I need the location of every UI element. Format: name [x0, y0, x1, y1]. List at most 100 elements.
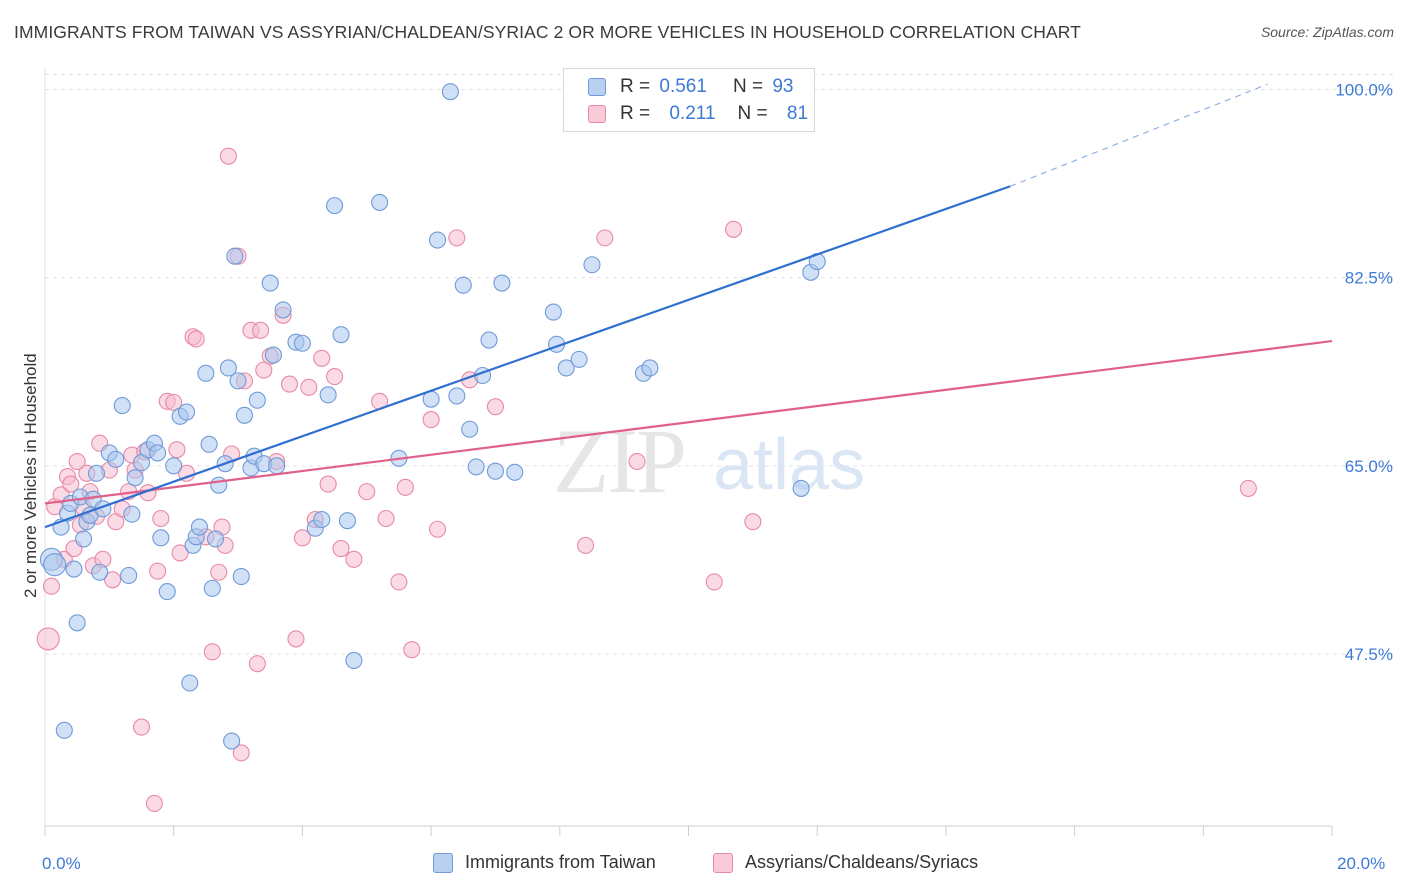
legend-n-value: 93 — [772, 76, 794, 97]
legend-n-value: 81 — [786, 103, 809, 124]
point-taiwan — [75, 530, 93, 548]
point-taiwan — [313, 511, 331, 529]
legend-label-assyrian: Assyrians/Chaldeans/Syriacs — [745, 852, 979, 872]
point-taiwan — [120, 566, 138, 585]
point-assyrian — [422, 411, 440, 429]
y-tick-label: 82.5% — [1345, 269, 1393, 288]
x-tick-max: 20.0% — [1337, 854, 1385, 873]
point-assyrian — [390, 573, 408, 591]
legend-n-label: N = — [737, 103, 768, 124]
point-taiwan — [200, 435, 218, 453]
point-assyrian — [152, 509, 170, 528]
point-taiwan — [332, 326, 350, 344]
series-taiwan-points — [39, 83, 826, 750]
point-assyrian — [248, 655, 266, 673]
point-taiwan — [232, 568, 250, 586]
point-taiwan — [467, 458, 485, 476]
point-taiwan — [107, 450, 125, 468]
trend-line-taiwan-extension — [1010, 83, 1268, 187]
point-taiwan — [319, 386, 337, 404]
point-assyrian — [36, 627, 60, 651]
point-assyrian — [210, 563, 228, 581]
point-taiwan — [326, 197, 344, 215]
point-taiwan — [210, 476, 228, 494]
point-taiwan — [274, 301, 292, 319]
point-taiwan — [126, 469, 144, 487]
point-taiwan — [113, 397, 131, 415]
axes — [44, 68, 1332, 827]
y-axis-tick-labels: 47.5% 65.0% 82.5% 100.0% — [1335, 81, 1393, 664]
point-assyrian — [293, 529, 311, 547]
watermark: ZIP atlas — [553, 410, 865, 512]
point-assyrian — [724, 220, 743, 238]
point-taiwan — [480, 331, 498, 349]
x-tick-min: 0.0% — [42, 854, 81, 873]
point-taiwan — [641, 359, 659, 377]
point-taiwan — [123, 505, 141, 523]
point-taiwan — [454, 276, 472, 294]
point-assyrian — [168, 441, 186, 459]
point-taiwan — [55, 721, 73, 739]
point-assyrian — [187, 330, 205, 348]
legend-r-label: R = — [620, 76, 651, 97]
point-taiwan — [43, 553, 67, 577]
point-assyrian — [313, 349, 331, 367]
legend-r-value: 0.211 — [669, 103, 716, 124]
point-assyrian — [403, 641, 421, 659]
point-taiwan — [219, 359, 237, 377]
trend-line-assyrian — [44, 340, 1333, 505]
legend-swatch-taiwan — [588, 78, 606, 96]
point-assyrian — [165, 393, 183, 411]
point-assyrian — [448, 229, 466, 247]
stats-legend: R = 0.561 N = 93 R = 0.211 N = 81 — [563, 68, 815, 132]
point-assyrian — [596, 229, 614, 247]
point-taiwan — [178, 403, 196, 421]
point-assyrian — [252, 321, 270, 339]
point-taiwan — [268, 457, 286, 475]
point-assyrian — [377, 509, 395, 528]
point-taiwan — [441, 83, 459, 101]
point-taiwan — [261, 274, 279, 292]
point-assyrian — [145, 794, 163, 812]
point-taiwan — [428, 231, 447, 249]
point-taiwan — [506, 463, 524, 481]
point-taiwan — [197, 364, 215, 382]
point-taiwan — [345, 651, 363, 669]
point-assyrian — [42, 577, 60, 595]
point-assyrian — [171, 544, 189, 562]
legend-r-value: 0.561 — [659, 76, 707, 97]
point-assyrian — [744, 513, 762, 531]
point-assyrian — [358, 483, 376, 501]
point-assyrian — [255, 361, 273, 379]
chart-title: IMMIGRANTS FROM TAIWAN VS ASSYRIAN/CHALD… — [14, 22, 1081, 42]
trend-line-taiwan — [44, 185, 1011, 529]
point-assyrian — [219, 147, 237, 165]
legend-r-label: R = — [620, 103, 651, 124]
legend-n-label: N = — [732, 76, 764, 97]
point-taiwan — [87, 464, 106, 482]
point-assyrian — [280, 375, 299, 393]
point-taiwan — [264, 346, 282, 364]
point-taiwan — [206, 530, 225, 548]
y-axis-label: 2 or more Vehicles in Household — [21, 353, 40, 598]
point-assyrian — [486, 398, 505, 416]
point-assyrian — [104, 571, 122, 589]
point-assyrian — [326, 368, 344, 386]
point-taiwan — [792, 479, 810, 497]
source-label: Source: ZipAtlas.com — [1260, 24, 1394, 40]
point-taiwan — [152, 529, 170, 547]
point-taiwan — [226, 247, 244, 265]
legend-swatch-assyrian — [713, 852, 733, 873]
trend-lines — [44, 83, 1333, 529]
legend-label-taiwan: Immigrants from Taiwan — [465, 852, 656, 872]
point-taiwan — [91, 563, 109, 581]
legend-item-assyrian: Assyrians/Chaldeans/Syriacs — [713, 852, 978, 873]
point-taiwan — [583, 256, 601, 274]
point-taiwan — [190, 518, 208, 536]
point-assyrian — [319, 475, 337, 493]
point-assyrian — [628, 452, 646, 471]
point-assyrian — [428, 520, 447, 538]
point-taiwan — [149, 444, 167, 462]
legend-item-taiwan: Immigrants from Taiwan — [433, 852, 656, 873]
watermark-atlas: atlas — [713, 425, 865, 505]
